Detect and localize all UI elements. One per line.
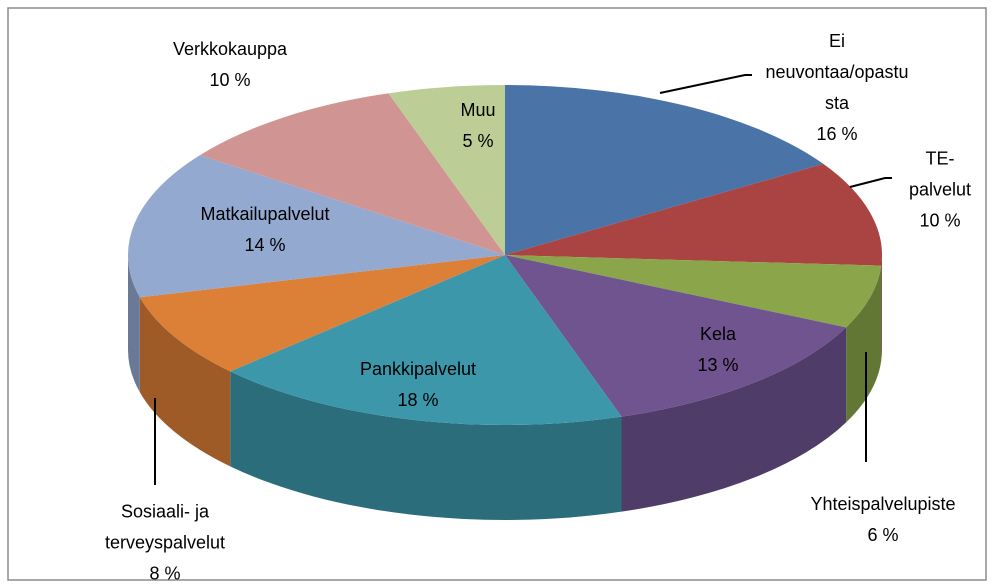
data-label: TE-palvelut 10 % [900, 144, 980, 237]
value-label: 13 % [697, 355, 739, 375]
slice-side [846, 265, 882, 423]
value-label: 14 % [244, 235, 286, 255]
slice-side [230, 371, 622, 520]
category-label: Kela [699, 324, 737, 344]
pie-sides [128, 255, 882, 520]
data-label: Yhteispalvelupiste 6 % [798, 489, 968, 551]
leader-line [659, 74, 752, 94]
data-label: Matkailupalvelut 14 % [178, 199, 353, 261]
data-label: Muu 5 % [448, 95, 508, 157]
category-label: Ei neuvontaa/opastusta [765, 31, 909, 113]
slice [128, 155, 506, 298]
data-label: Sosiaali- ja terveyspalvelut 8 % [75, 497, 255, 588]
value-label: 8 % [149, 563, 181, 584]
pie [128, 85, 883, 520]
slice [505, 163, 883, 266]
value-label: 6 % [867, 525, 899, 545]
data-label: Kela 13 % [658, 319, 778, 381]
value-label: 10 % [209, 70, 251, 90]
data-label: Verkkokauppa 10 % [145, 34, 315, 96]
value-label: 16 % [816, 124, 858, 144]
slice-side [881, 255, 882, 361]
category-label: Sosiaali- ja terveyspalvelut [104, 501, 226, 553]
category-label: Verkkokauppa [172, 39, 288, 59]
slice [505, 255, 847, 417]
slice-side [128, 255, 140, 393]
slice [230, 255, 622, 425]
slice-side [139, 297, 231, 467]
value-label: 5 % [462, 131, 494, 151]
slice [388, 85, 505, 255]
slice-side [621, 327, 847, 512]
category-label: TE-palvelut [908, 148, 972, 200]
category-label: Pankkipalvelut [359, 359, 477, 379]
data-label: Pankkipalvelut 18 % [328, 354, 508, 416]
value-label: 18 % [397, 390, 439, 410]
slice [505, 85, 824, 255]
slice [200, 93, 505, 255]
value-label: 10 % [919, 210, 961, 231]
slice [139, 255, 505, 372]
leader-lines [154, 74, 892, 485]
leader-line [849, 177, 892, 188]
category-label: Matkailupalvelut [200, 204, 330, 224]
category-label: Yhteispalvelupiste [810, 494, 956, 514]
slice [505, 255, 882, 328]
category-label: Muu [460, 100, 496, 120]
data-label: Ei neuvontaa/opastusta 16 % [762, 26, 912, 150]
